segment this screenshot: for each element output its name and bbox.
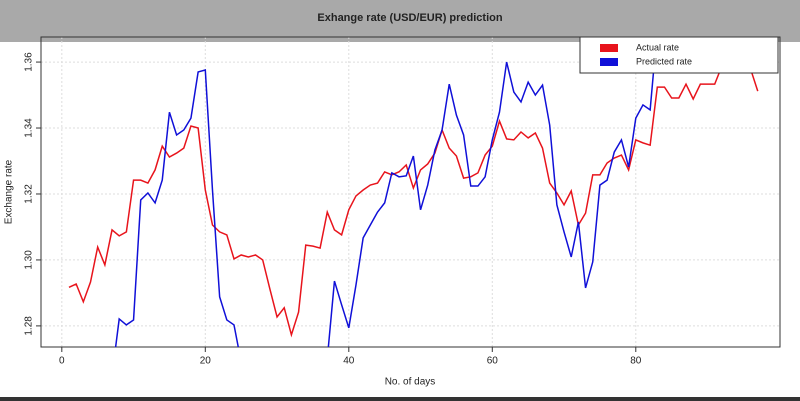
bottom-band [0,397,800,401]
data-line [114,37,658,347]
chart-title: Exhange rate (USD/EUR) prediction [317,12,502,24]
legend-box [579,36,779,74]
y-tick-label: 1.28 [24,316,35,336]
plot-frame [40,36,781,348]
legend-label: Predicted rate [636,56,692,66]
legend-swatch [600,44,618,52]
x-tick-label: 20 [200,356,212,367]
x-tick-label: 60 [487,356,499,367]
x-tick-label: 0 [59,356,65,367]
x-axis-label: No. of days [385,377,436,388]
x-tick-label: 80 [630,356,642,367]
legend-label: Actual rate [636,42,679,52]
x-tick-label: 40 [343,356,355,367]
y-tick-label: 1.30 [24,250,35,270]
y-axis-label: Exchange rate [4,159,15,224]
plot-area [68,37,759,347]
y-tick-label: 1.32 [24,184,35,204]
y-tick-label: 1.34 [24,118,35,138]
title-bar [0,0,800,42]
y-tick-label: 1.36 [24,52,35,72]
data-line [68,46,759,338]
legend-swatch [600,58,618,66]
